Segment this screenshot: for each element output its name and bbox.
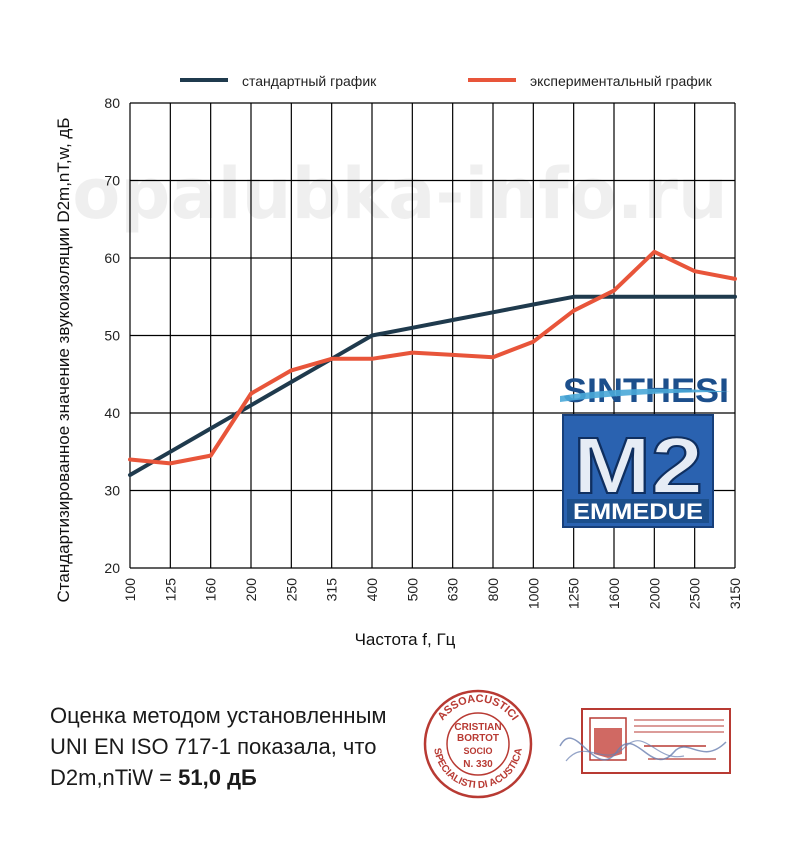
m2-logo-text: M2 [573, 421, 703, 510]
round-stamp: ASSOACUSTICI SPECIALISTI DI ACUSTICA CRI… [423, 689, 533, 799]
x-tick-label: 800 [485, 578, 501, 602]
caption-formula: D2m,nTiW = [50, 765, 179, 790]
x-tick-label: 630 [445, 578, 461, 602]
y-tick-label: 20 [104, 560, 120, 576]
watermark: opalubka-info.ru [72, 153, 728, 235]
caption-line-2: UNI EN ISO 717-1 показала, что [50, 734, 377, 759]
stamp-name-last: BORTOT [457, 733, 499, 744]
y-tick-label: 60 [104, 250, 120, 266]
x-tick-label: 2000 [646, 578, 662, 609]
chart: opalubka-info.ru 20 30 40 50 60 70 80 100 125 16… [54, 73, 743, 649]
x-tick-label: 400 [364, 578, 380, 602]
series-lines [128, 249, 737, 477]
y-tick-label: 30 [104, 483, 120, 499]
svg-text:ASSOACUSTICI: ASSOACUSTICI [436, 693, 521, 723]
y-tick-label: 80 [104, 95, 120, 111]
x-tick-label: 1600 [606, 578, 622, 609]
x-tick-label: 200 [243, 578, 259, 602]
stamp-number: N. 330 [463, 759, 493, 770]
x-tick-label: 1250 [566, 578, 582, 609]
series-line-standard [128, 294, 737, 477]
x-axis-title: Частота f, Гц [355, 630, 456, 649]
x-tick-label: 1000 [525, 578, 541, 609]
caption-result-value: 51,0 дБ [178, 765, 257, 790]
x-tick-labels: 100 125 160 200 250 315 400 500 630 800 1000 1250 16… [122, 578, 743, 609]
x-tick-label: 3150 [727, 578, 743, 609]
emmedue-logo-text: EMMEDUE [573, 499, 703, 524]
x-tick-label: 500 [404, 578, 420, 602]
legend: стандартный график экспериментальный гра… [180, 73, 713, 89]
stamp-name-first: CRISTIAN [454, 722, 501, 733]
x-tick-label: 250 [283, 578, 299, 602]
m2-emmedue-logo: M2 EMMEDUE [562, 414, 714, 528]
x-tick-label: 315 [324, 578, 340, 602]
x-tick-label: 100 [122, 578, 138, 602]
stamp-arc-top: ASSOACUSTICI [436, 693, 521, 723]
y-tick-label: 40 [104, 405, 120, 421]
caption-line-3: D2m,nTiW = 51,0 дБ [50, 762, 420, 793]
y-tick-label: 50 [104, 328, 120, 344]
conclusion-caption: Оценка методом установленным UNI EN ISO … [50, 700, 420, 793]
y-axis-title: Стандартизированное значение звукоизоляц… [54, 118, 73, 603]
y-tick-label: 70 [104, 173, 120, 189]
x-tick-label: 160 [203, 578, 219, 602]
series-line-experimental [128, 249, 737, 466]
legend-label-experimental: экспериментальный график [530, 73, 713, 89]
rect-stamp-signature [559, 708, 731, 774]
x-tick-label: 2500 [687, 578, 703, 609]
x-tick-label: 125 [162, 578, 178, 602]
caption-line-1: Оценка методом установленным [50, 703, 387, 728]
stamp-socio: SOCIO [463, 746, 492, 756]
y-tick-labels: 20 30 40 50 60 70 80 [104, 95, 120, 576]
legend-label-standard: стандартный график [242, 73, 377, 89]
sinthesi-logo: SINTHESI [560, 372, 730, 410]
